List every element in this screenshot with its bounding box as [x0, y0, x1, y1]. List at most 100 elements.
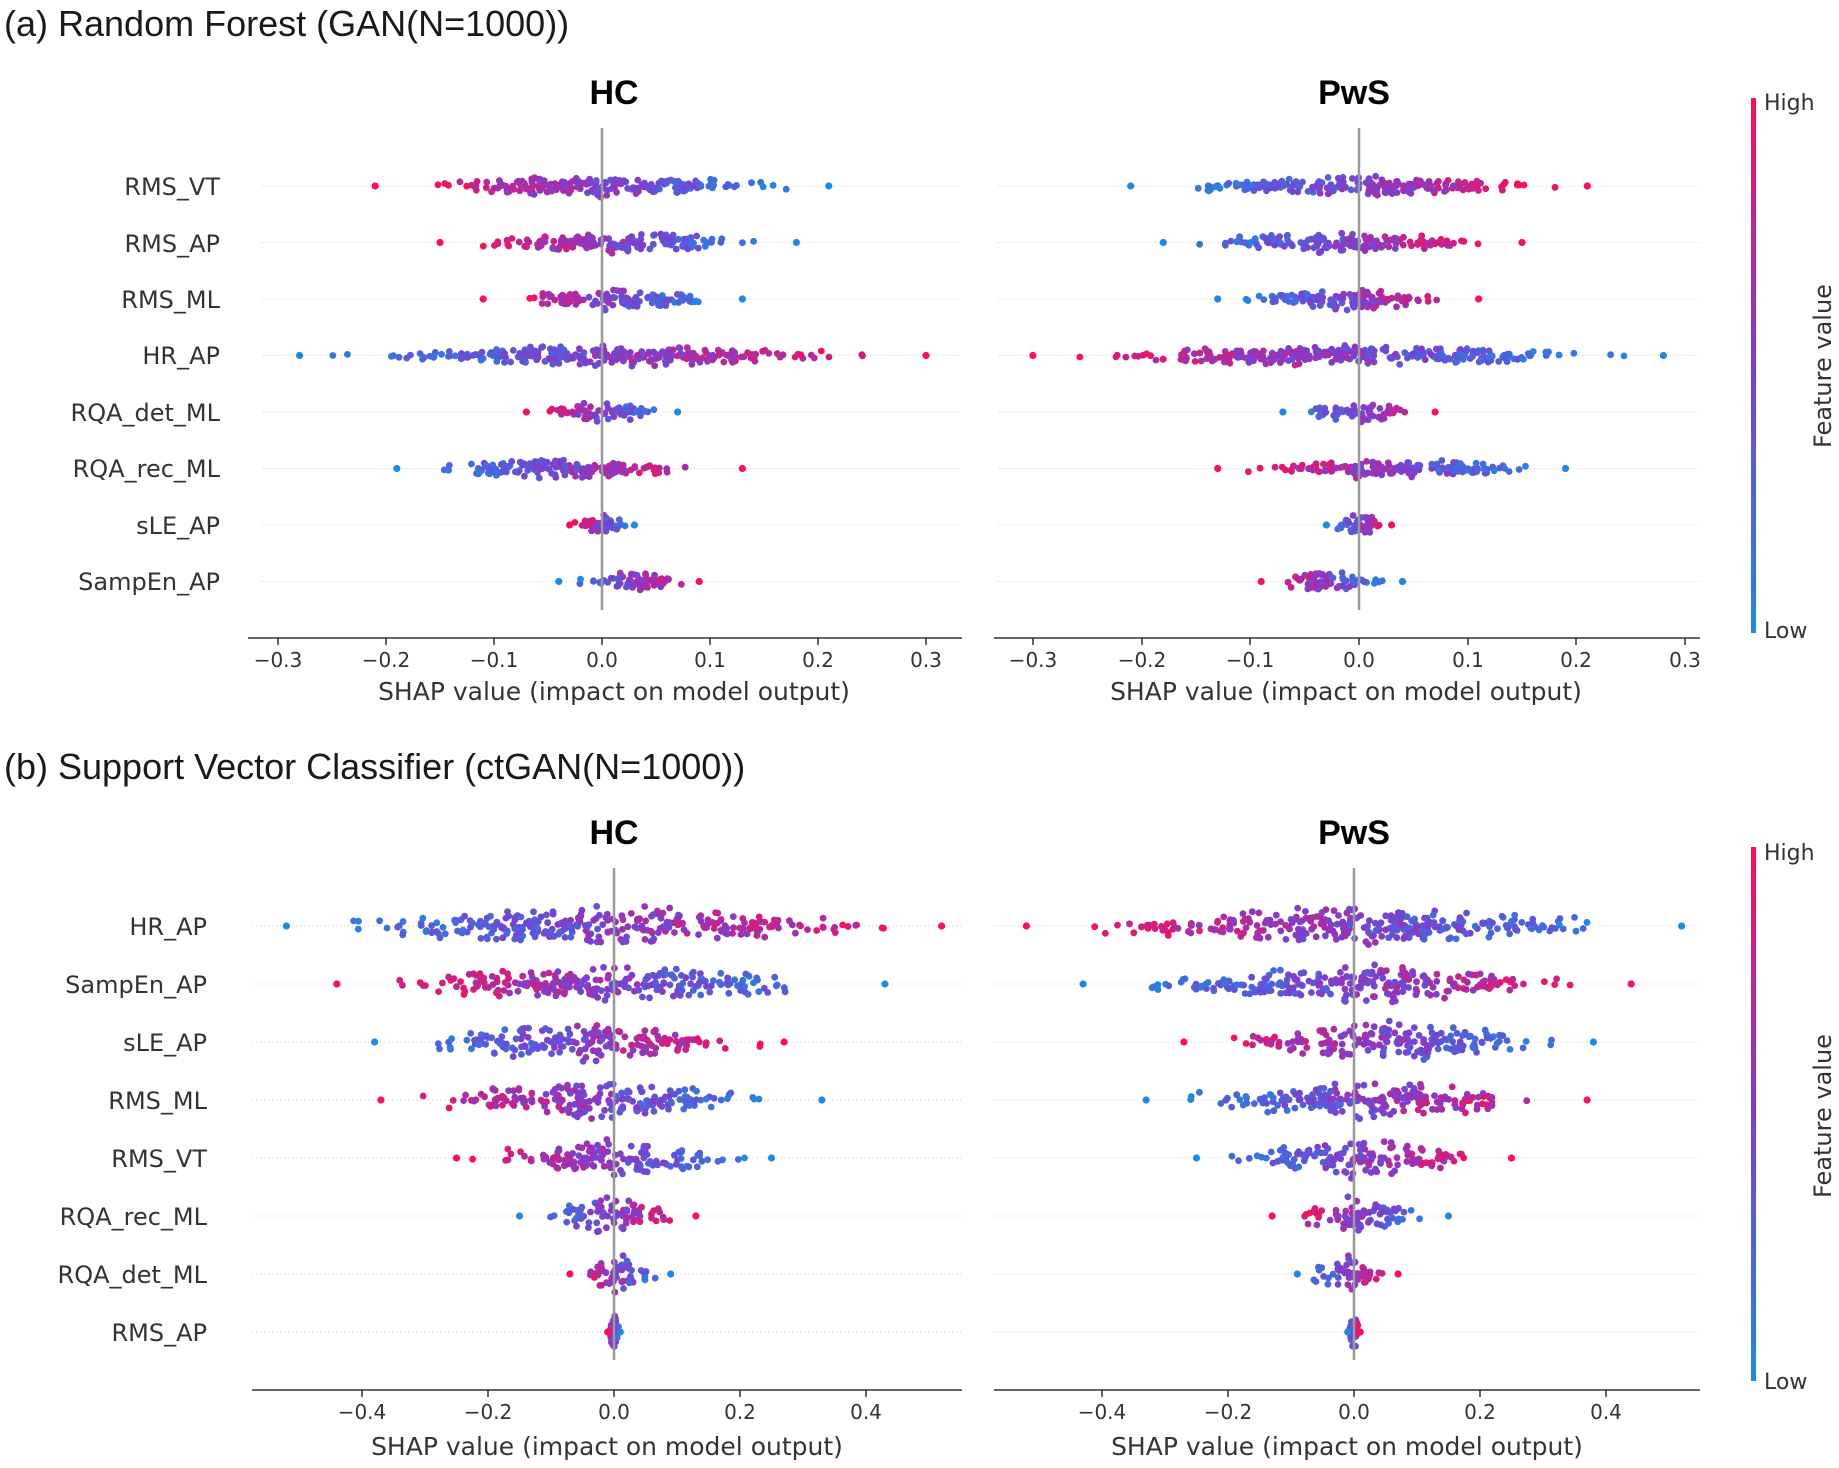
x-tick-label: 0.4 — [850, 1400, 882, 1424]
shap-dot — [1579, 925, 1587, 932]
shap-dot — [1329, 927, 1337, 935]
shap-dot — [1375, 1269, 1383, 1277]
shap-dot — [1315, 982, 1322, 989]
shap-dot — [663, 348, 671, 356]
shap-dot — [585, 293, 593, 301]
shap-dot — [1388, 930, 1396, 938]
shap-dot — [641, 1276, 649, 1284]
shap-dot — [548, 1050, 555, 1057]
shap-dot — [589, 1161, 596, 1169]
shap-dot — [527, 1155, 535, 1163]
shap-dot — [581, 357, 589, 364]
shap-dot — [1377, 1160, 1384, 1167]
shap-dot — [1327, 1087, 1334, 1095]
shap-dot — [659, 1213, 667, 1221]
shap-dot — [1403, 913, 1411, 921]
shap-dot — [484, 469, 492, 477]
shap-dot — [1341, 997, 1348, 1005]
shap-dot — [631, 1156, 639, 1164]
shap-dot — [1360, 404, 1368, 411]
shap-dot — [1365, 929, 1373, 937]
shap-dot — [1376, 241, 1383, 249]
shap-dot — [1474, 240, 1482, 248]
shap-dot — [608, 249, 616, 257]
shap-dot — [714, 909, 722, 917]
shap-dot — [515, 1085, 523, 1092]
shap-dot — [1285, 239, 1293, 247]
shap-dot-extreme — [674, 408, 682, 416]
shap-dot — [1282, 936, 1290, 943]
shap-dot — [1503, 1037, 1511, 1044]
shap-dot — [1222, 241, 1229, 249]
shap-dot — [1256, 934, 1264, 942]
shap-dot — [1330, 907, 1338, 915]
shap-dot — [558, 1106, 566, 1114]
shap-dot — [649, 188, 657, 196]
shap-dot — [1462, 348, 1470, 355]
shap-dot — [731, 976, 738, 984]
shap-dot — [498, 1033, 506, 1041]
shap-dot — [672, 965, 680, 973]
shap-dot — [1257, 980, 1265, 988]
shap-dot — [1372, 973, 1380, 980]
shap-dot — [626, 1051, 634, 1059]
shap-dot — [1407, 468, 1415, 476]
shap-dot — [693, 1087, 700, 1095]
shap-dot — [1292, 178, 1300, 185]
shap-dot — [492, 470, 500, 478]
shap-dot — [1419, 181, 1427, 188]
shap-dot — [592, 241, 600, 249]
shap-dot — [1338, 1040, 1346, 1048]
shap-dot — [1271, 184, 1279, 192]
shap-dot — [477, 1036, 485, 1044]
shap-dot — [1556, 921, 1563, 929]
shap-dot — [478, 1031, 485, 1039]
shap-dot — [569, 178, 576, 185]
shap-dot — [494, 240, 502, 248]
shap-dot — [539, 1151, 547, 1159]
shap-dot — [1413, 978, 1420, 986]
shap-dot — [585, 1224, 592, 1231]
shap-dot — [514, 469, 522, 476]
shap-dot — [1392, 237, 1400, 244]
shap-dot — [1406, 1043, 1414, 1051]
shap-dot — [766, 923, 773, 931]
shap-dot — [1368, 1103, 1376, 1110]
shap-dot — [1607, 351, 1614, 359]
shap-dot — [1332, 404, 1340, 412]
feature-label: HR_AP — [129, 913, 207, 941]
shap-dot — [1338, 299, 1346, 307]
shap-dot — [1540, 923, 1548, 931]
shap-dot — [626, 576, 633, 584]
shap-dot — [1374, 522, 1381, 530]
shap-dot — [1555, 351, 1563, 359]
shap-dot — [644, 294, 651, 302]
shap-dot — [354, 925, 362, 933]
shap-dot — [626, 349, 634, 356]
dot-layer — [998, 172, 1700, 593]
shap-dot-extreme — [566, 521, 574, 529]
shap-dot — [1291, 1104, 1299, 1112]
shap-dot — [570, 1158, 578, 1166]
dot-layer — [252, 902, 962, 1350]
shap-dot — [516, 350, 524, 357]
shap-dot — [588, 1115, 595, 1122]
shap-dot — [1422, 1099, 1430, 1106]
shap-dot — [480, 974, 488, 982]
shap-dot — [1333, 979, 1341, 987]
shap-dot — [1399, 966, 1407, 973]
shap-dot — [743, 930, 751, 938]
shap-dot — [1339, 582, 1347, 590]
shap-dot — [1322, 932, 1329, 940]
shap-dot — [1370, 517, 1378, 525]
shap-dot — [1395, 1021, 1403, 1029]
shap-dot — [1401, 408, 1409, 416]
shap-dot — [468, 460, 475, 468]
shap-dot — [707, 1103, 715, 1111]
shap-dot — [1196, 349, 1204, 357]
shap-dot — [1418, 352, 1426, 359]
shap-dot — [695, 931, 702, 938]
shap-dot — [613, 405, 621, 413]
shap-dot — [419, 982, 427, 989]
shap-dot — [1243, 181, 1251, 189]
